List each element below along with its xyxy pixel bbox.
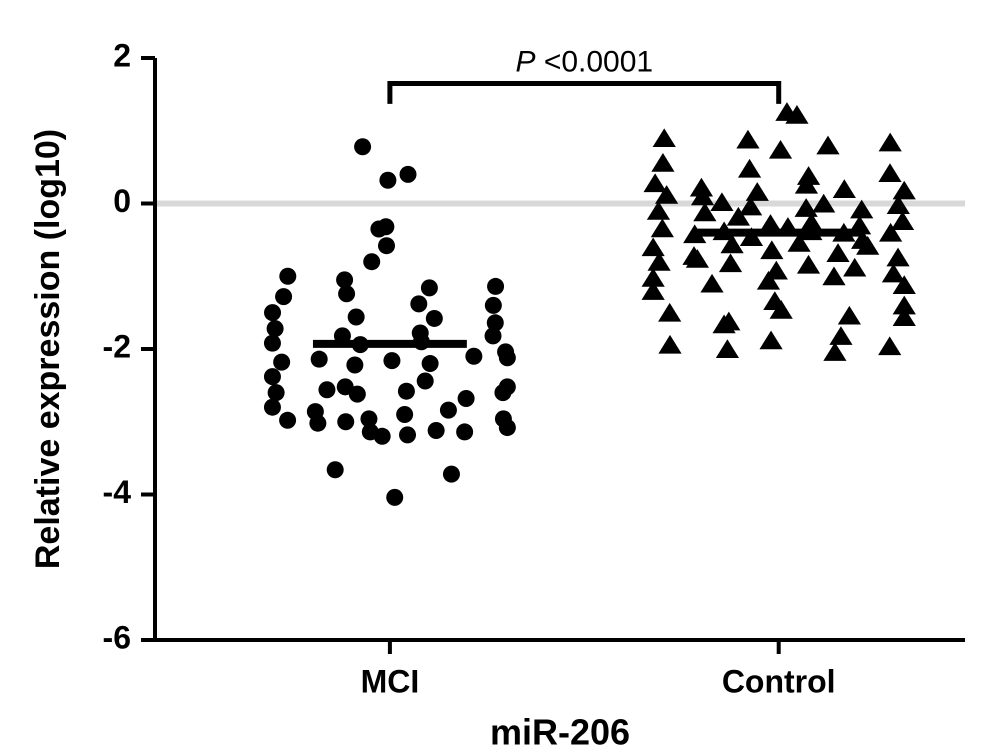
data-point (273, 354, 290, 371)
data-point (374, 428, 391, 445)
data-point (458, 390, 475, 407)
data-point (264, 368, 281, 385)
data-point (426, 310, 443, 327)
data-point (499, 349, 516, 366)
data-point (370, 220, 387, 237)
y-tick-label: 2 (113, 37, 131, 73)
data-point (311, 351, 328, 368)
data-point (363, 253, 380, 270)
x-axis-title: miR-206 (490, 712, 630, 747)
data-point (396, 406, 413, 423)
data-point (485, 327, 502, 344)
data-point (337, 413, 354, 430)
data-point (417, 373, 434, 390)
x-tick-label: MCI (361, 663, 420, 699)
y-tick-label: -4 (103, 474, 132, 510)
y-tick-label: -6 (103, 619, 131, 655)
y-tick-label: 0 (113, 183, 131, 219)
data-point (487, 278, 504, 295)
data-point (264, 304, 281, 321)
data-point (338, 285, 355, 302)
data-point (398, 383, 415, 400)
data-point (386, 489, 403, 506)
data-point (275, 288, 292, 305)
data-point (327, 461, 344, 478)
chart-svg: -6 -4 -2 0 2 Relative expression (log10) MCI Co… (0, 0, 1000, 747)
data-point (318, 381, 335, 398)
data-point (346, 357, 363, 374)
data-point (410, 295, 427, 312)
data-point (264, 335, 281, 352)
data-point (443, 466, 460, 483)
data-point (379, 172, 396, 189)
data-point (309, 415, 326, 432)
data-point (400, 166, 417, 183)
data-point (422, 355, 439, 372)
data-point (267, 320, 284, 337)
x-tick-label: Control (722, 663, 836, 699)
data-point (494, 384, 511, 401)
data-point (440, 402, 457, 419)
data-point (421, 279, 438, 296)
data-point (499, 419, 516, 436)
data-point (264, 399, 281, 416)
data-point (383, 352, 400, 369)
scatter-chart: -6 -4 -2 0 2 Relative expression (log10) MCI Co… (0, 0, 1000, 747)
data-point (456, 423, 473, 440)
data-point (279, 412, 296, 429)
y-tick-label: -2 (103, 328, 131, 364)
data-point (268, 384, 285, 401)
data-point (349, 386, 366, 403)
data-point (465, 348, 482, 365)
significance-label: P <0.0001 (515, 45, 653, 78)
data-point (348, 308, 365, 325)
data-point (354, 138, 371, 155)
data-point (279, 268, 296, 285)
data-point (428, 422, 445, 439)
data-point (485, 297, 502, 314)
data-point (399, 426, 416, 443)
y-axis-label: Relative expression (log10) (29, 129, 67, 569)
data-point (378, 237, 395, 254)
